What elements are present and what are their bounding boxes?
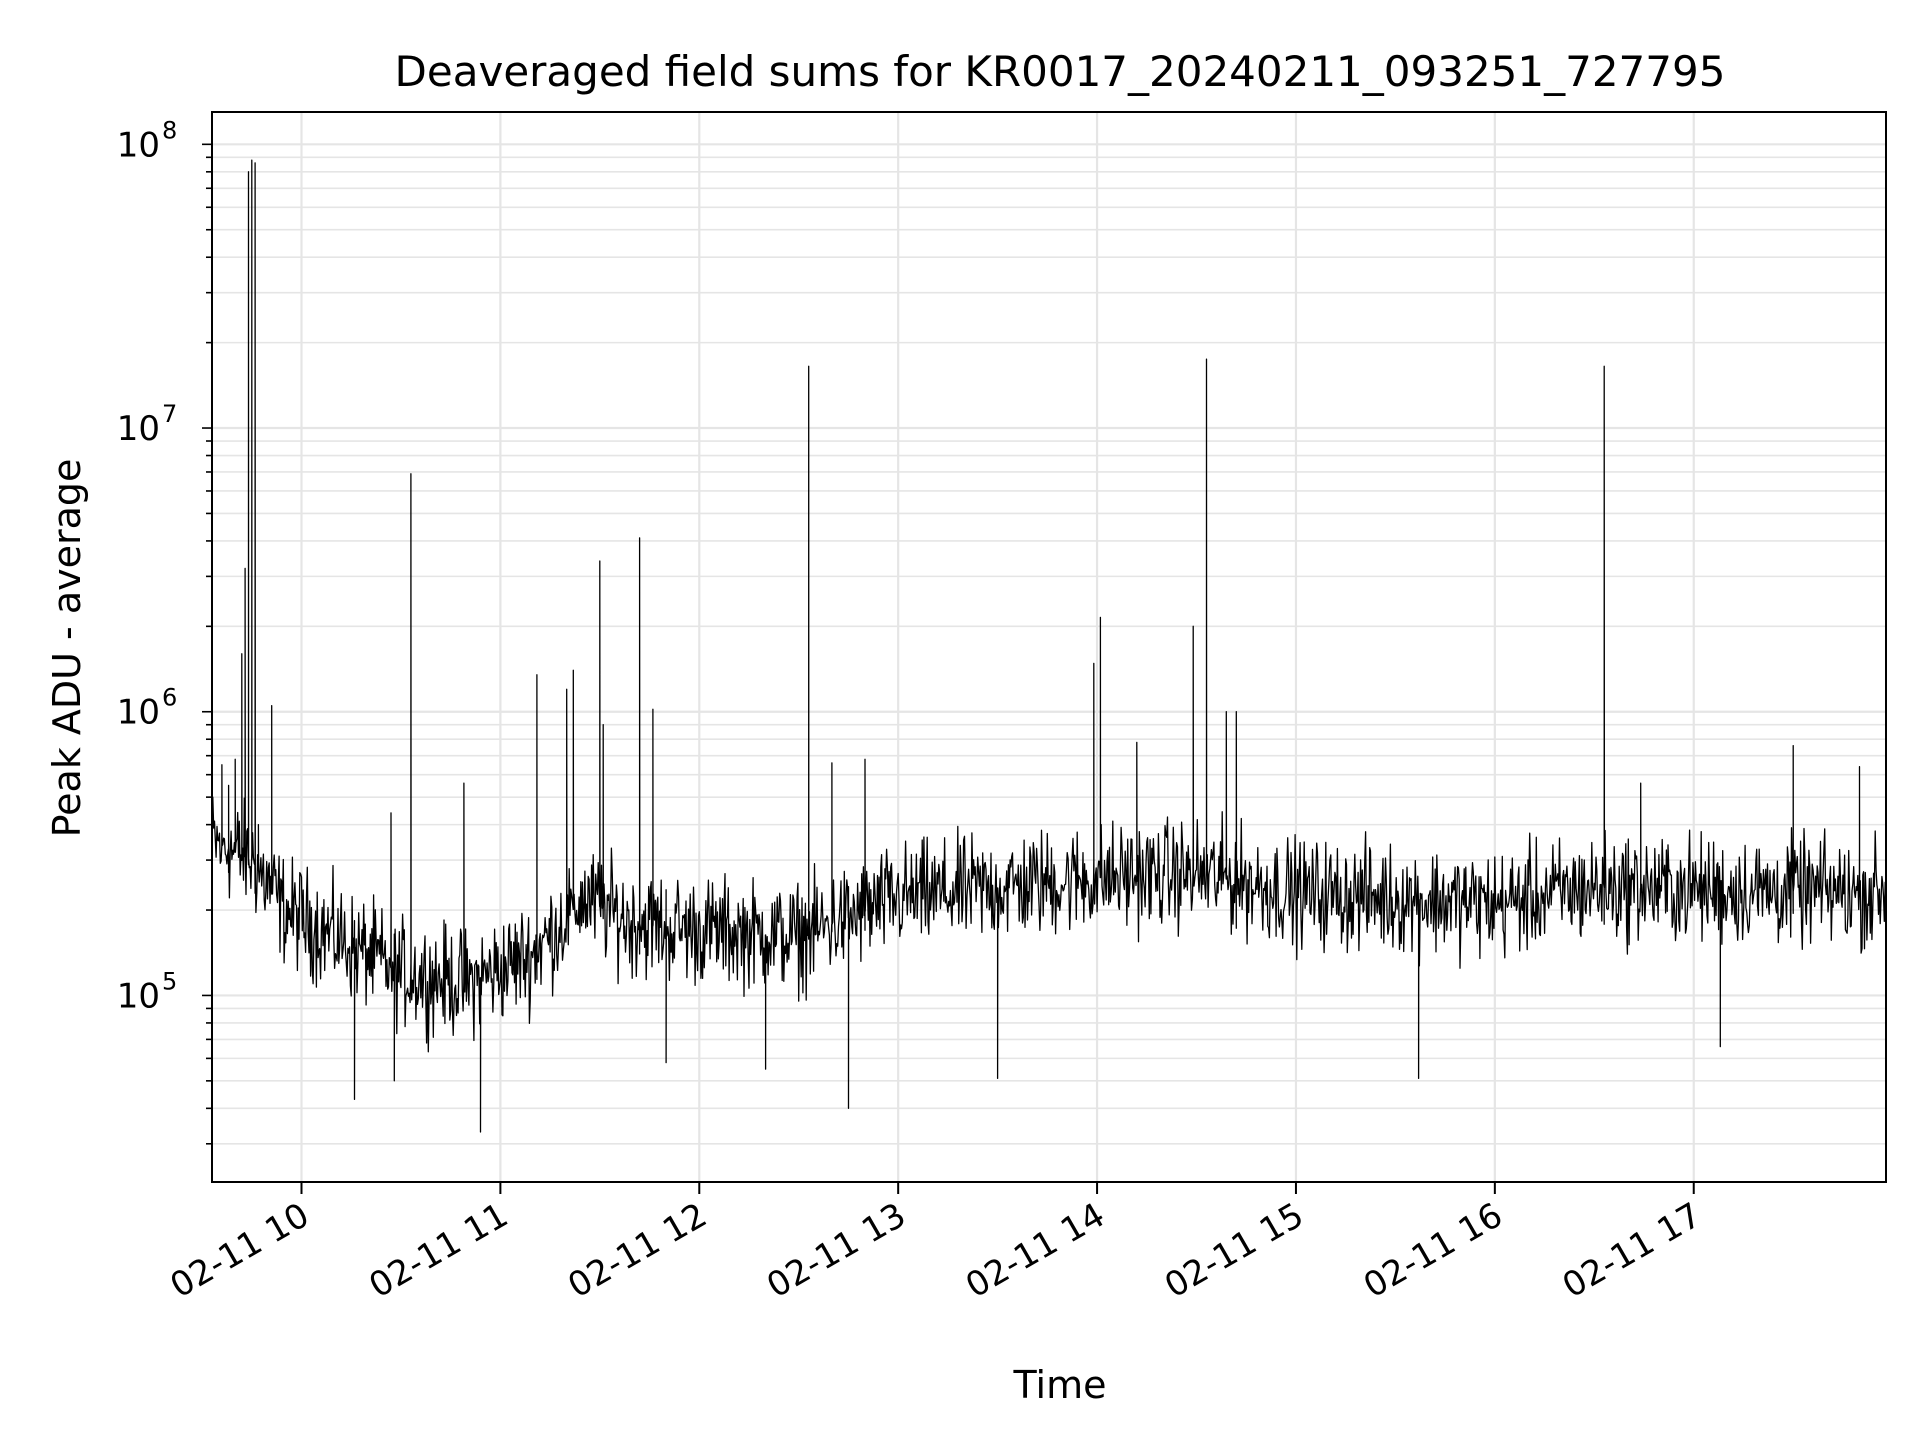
x-tick-label: 02-11 10 (164, 1195, 316, 1306)
x-tick-label: 02-11 13 (760, 1195, 912, 1306)
plot-frame (211, 111, 1887, 1183)
y-tick-label: 10 (117, 693, 160, 733)
x-axis-ticks: 02-11 10 02-11 11 02-11 12 02-11 13 02-11 14… (164, 1182, 1708, 1306)
chart-title: Deaveraged field sums for KR0017_2024021… (395, 47, 1726, 96)
y-tick-label: 10 (117, 976, 160, 1016)
y-tick-exponent: 7 (162, 400, 177, 428)
y-tick-exponent: 8 (162, 116, 177, 144)
y-tick-exponent: 6 (162, 684, 177, 712)
y-axis-label: Peak ADU - average (45, 459, 89, 838)
series-path (211, 159, 1887, 1133)
x-axis-label: Time (1013, 1363, 1107, 1407)
x-tick-label: 02-11 16 (1357, 1195, 1509, 1306)
x-tick-label: 02-11 11 (362, 1195, 514, 1306)
x-tick-label: 02-11 14 (959, 1195, 1111, 1306)
x-tick-label: 02-11 12 (561, 1195, 713, 1306)
y-tick-label: 10 (117, 125, 160, 165)
x-tick-label: 02-11 15 (1158, 1195, 1310, 1306)
grid-lines (202, 112, 1886, 1182)
y-tick-exponent: 5 (162, 967, 177, 995)
x-tick-label: 02-11 17 (1556, 1195, 1708, 1306)
y-tick-label: 10 (117, 409, 160, 449)
series-line (211, 159, 1887, 1133)
